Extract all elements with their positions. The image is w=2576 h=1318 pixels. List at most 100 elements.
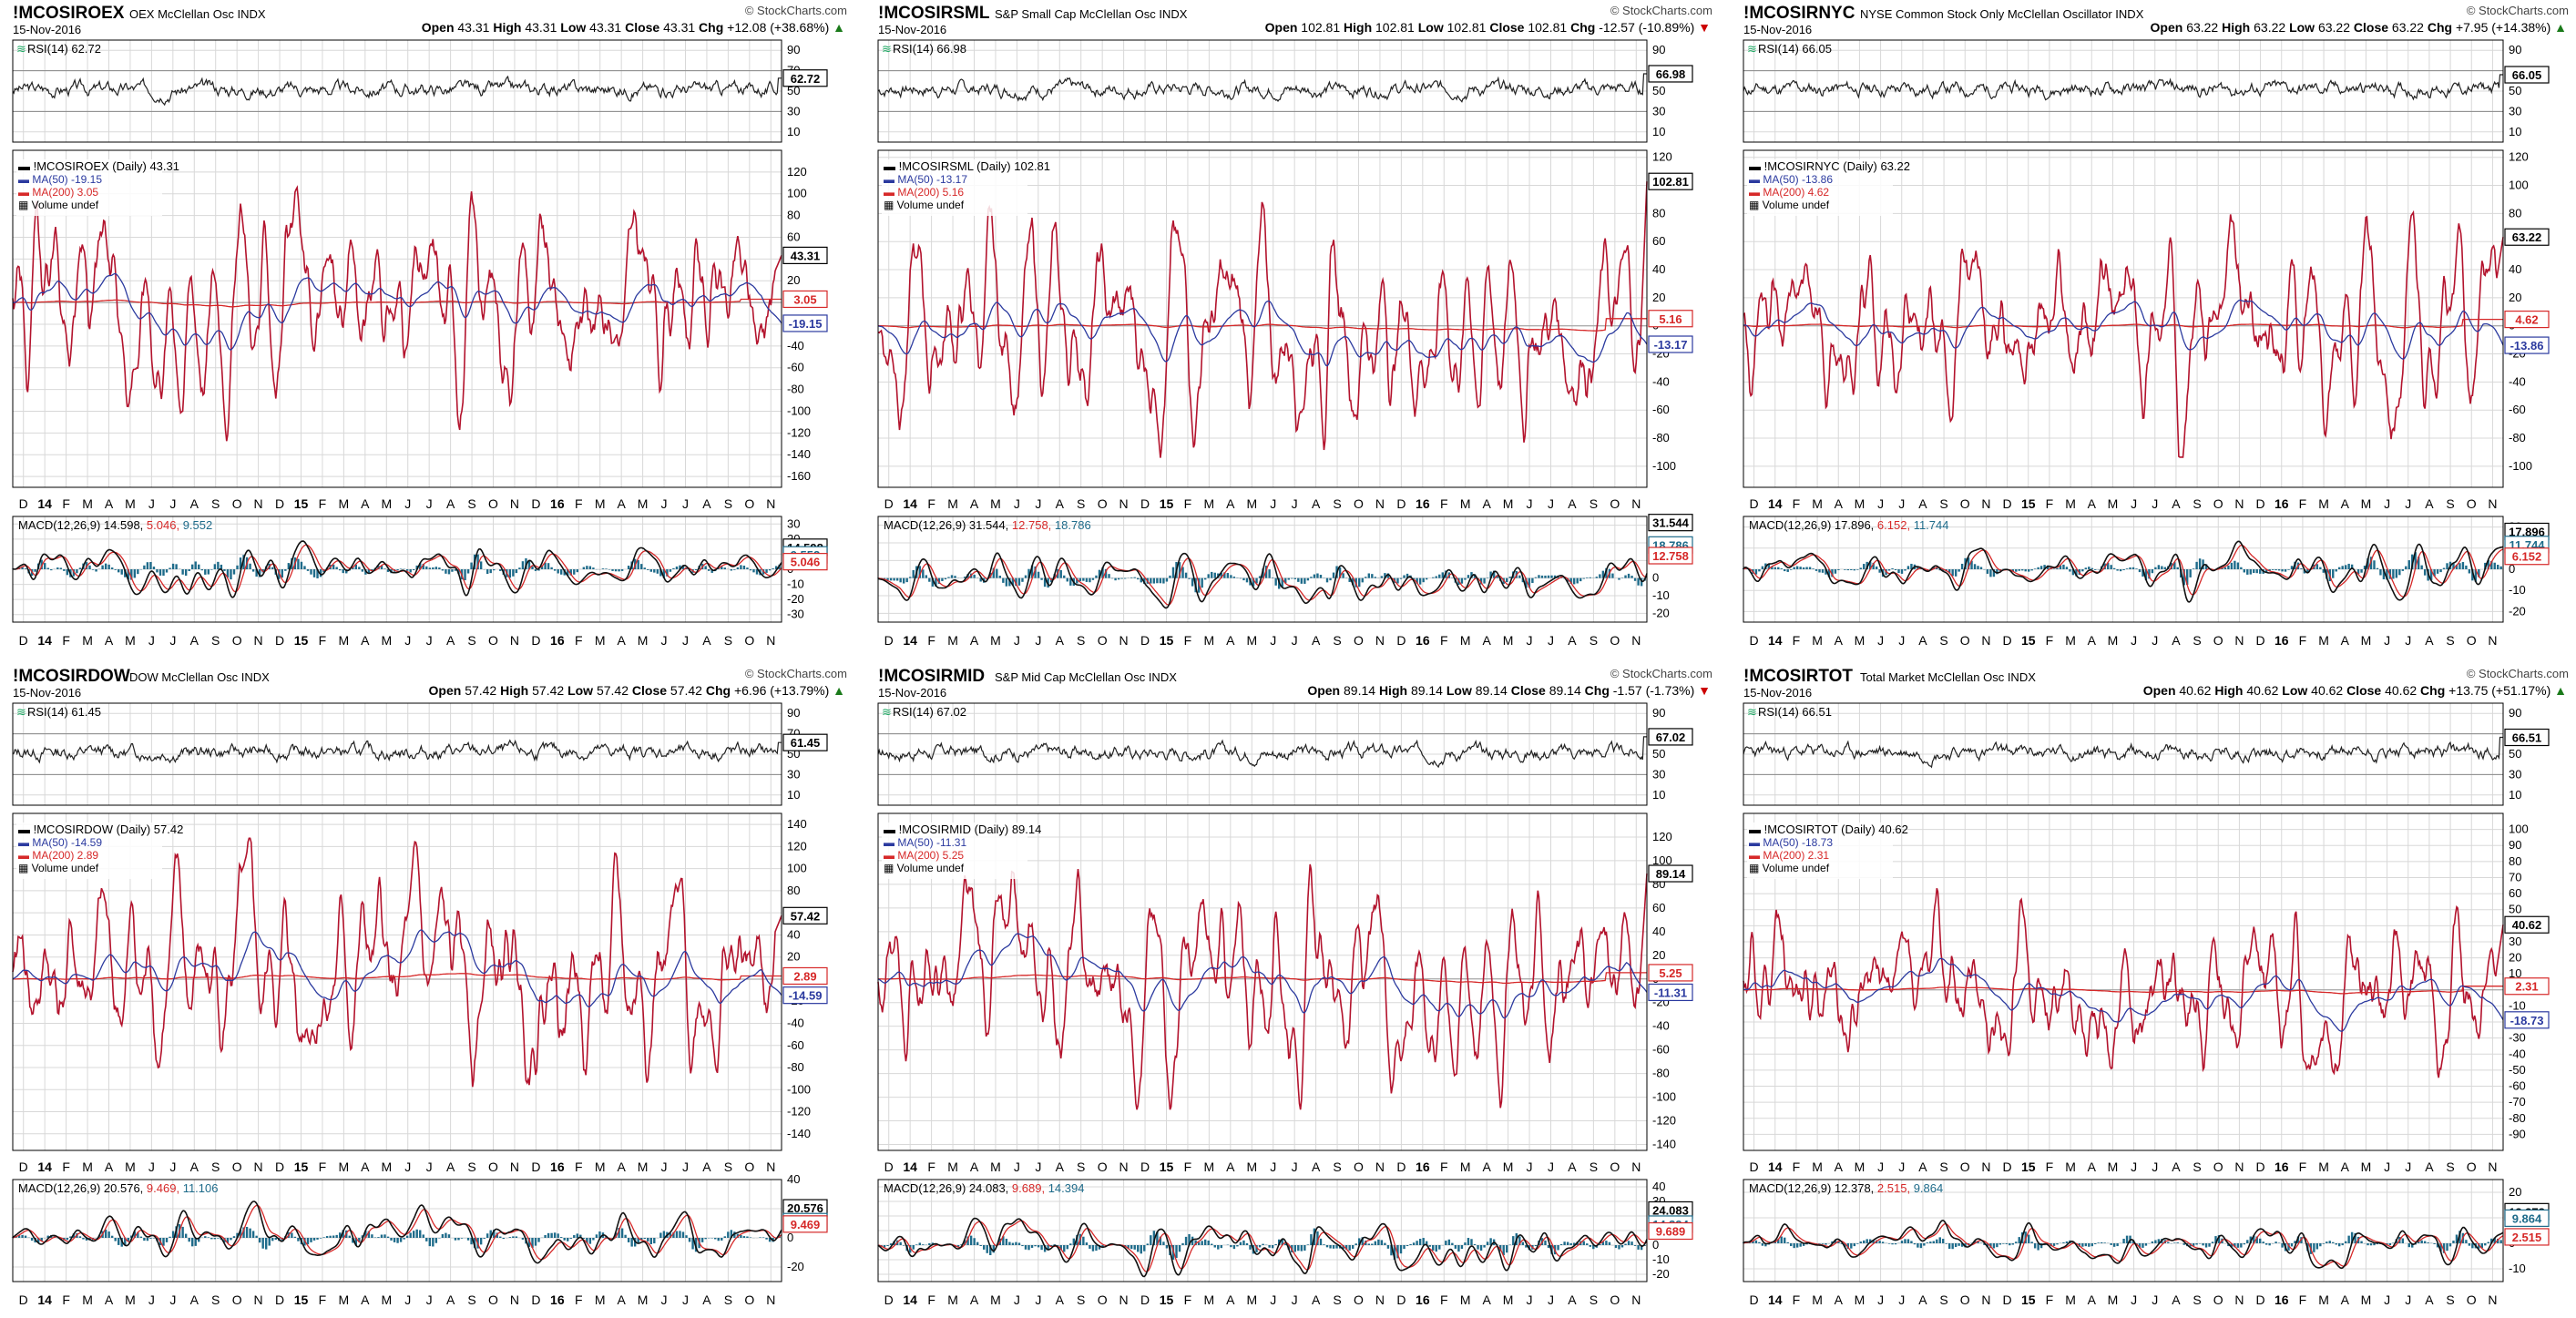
- x-axis-month-label: M: [638, 1292, 649, 1307]
- x-axis-month-label: O: [488, 496, 498, 511]
- x-axis-month-label: J: [1292, 633, 1298, 648]
- ma200-last-tag-box: [782, 966, 828, 986]
- rsi-tick-label: 10: [1652, 788, 1665, 802]
- rsi-tick-label: 30: [787, 767, 800, 781]
- price-tick-label: 20: [787, 950, 800, 964]
- x-axis-month-label: A: [1056, 1160, 1065, 1174]
- x-axis-month-label: S: [2446, 1160, 2454, 1174]
- ma200-line: [12, 973, 782, 981]
- price-tick-label: 10: [2509, 966, 2521, 980]
- x-axis-month-label: S: [724, 633, 732, 648]
- x-axis-month-label: S: [1077, 1160, 1085, 1174]
- x-axis-month-label: M: [1460, 1292, 1471, 1307]
- watermark: © StockCharts.com: [1610, 667, 1712, 680]
- x-axis-month-label: F: [575, 1160, 583, 1174]
- x-axis-month-label: J: [169, 633, 176, 648]
- x-axis-month-label: J: [1527, 1160, 1533, 1174]
- x-axis-month-label: 14: [1768, 1292, 1783, 1307]
- ma200-last-tag: 5.25: [1659, 966, 1682, 980]
- x-axis-month-label: M: [339, 633, 350, 648]
- x-axis-month-label: N: [1981, 496, 1990, 511]
- chart-svg: !MCOSIRSML S&P Small Cap McClellan Osc IN…: [876, 4, 1712, 648]
- chart-date: 15-Nov-2016: [1743, 686, 1812, 700]
- ma50-last-tag-box: [782, 314, 828, 332]
- rsi-last-tag: 62.72: [791, 72, 821, 86]
- chart-symbol: !MCOSIRMID: [878, 667, 985, 686]
- price-tick-label: -60: [2509, 403, 2526, 416]
- macd-line: [877, 552, 1648, 609]
- x-axis-month-label: 16: [550, 1292, 565, 1307]
- x-axis-month-label: S: [1939, 633, 1947, 648]
- chart-panel-mcosirmid: !MCOSIRMID S&P Mid Cap McClellan Osc INDX…: [865, 663, 1720, 1313]
- chart-date: 15-Nov-2016: [13, 23, 81, 36]
- ma200-last-tag: 2.31: [2515, 980, 2538, 994]
- x-axis-month-label: M: [381, 1160, 392, 1174]
- x-axis-month-label: 14: [37, 633, 52, 648]
- x-axis-month-label: N: [1631, 633, 1641, 648]
- x-axis-month-label: J: [682, 1160, 689, 1174]
- macd-tick-label: -20: [787, 592, 804, 606]
- x-axis-month-label: 14: [903, 1160, 917, 1174]
- x-axis-month-label: N: [2488, 496, 2497, 511]
- rsi-line: [12, 739, 782, 764]
- rsi-frame: [12, 702, 782, 806]
- ma50-last-tag-box: [1648, 335, 1693, 353]
- x-axis-month-label: J: [1548, 1160, 1554, 1174]
- x-axis-month-label: A: [105, 496, 114, 511]
- x-axis-month-label: D: [19, 496, 28, 511]
- rsi-last-tag-box: [1648, 728, 1693, 746]
- x-axis-month-label: S: [467, 1160, 475, 1174]
- x-axis-month-label: F: [927, 1160, 935, 1174]
- x-axis-month-label: A: [970, 1160, 979, 1174]
- x-axis-month-label: J: [661, 1160, 668, 1174]
- price-tick-label: -60: [1652, 1043, 1670, 1057]
- x-axis-month-label: J: [2384, 1160, 2390, 1174]
- x-axis-month-label: F: [575, 633, 583, 648]
- price-tick-label: 120: [2509, 150, 2529, 164]
- x-axis-month-label: J: [426, 633, 433, 648]
- x-axis-month-label: F: [2046, 633, 2054, 648]
- price-legend-label: ▬ !MCOSIRSML (Daily) 102.81: [884, 159, 1050, 173]
- x-axis-month-label: J: [148, 1292, 155, 1307]
- watermark: © StockCharts.com: [745, 4, 847, 17]
- x-axis-month-label: A: [617, 496, 626, 511]
- x-axis-month-label: D: [1750, 633, 1759, 648]
- price-legend-bg: [16, 159, 162, 216]
- chart-symbol: !MCOSIRTOT: [1743, 667, 1853, 686]
- x-axis-month-label: A: [2088, 496, 2097, 511]
- x-axis-month-label: A: [2425, 1160, 2434, 1174]
- price-tick-label: 50: [2509, 903, 2521, 916]
- rsi-frame: [1743, 702, 2504, 806]
- x-axis-month-label: M: [1460, 633, 1471, 648]
- x-axis-month-label: A: [1482, 496, 1491, 511]
- x-axis-month-label: A: [105, 633, 114, 648]
- x-axis-month-label: S: [1590, 633, 1598, 648]
- ma50-last-tag-box: [782, 986, 828, 1005]
- price-tick-label: -40: [1652, 1019, 1670, 1033]
- rsi-tick-label: 90: [1652, 43, 1665, 56]
- x-axis-month-label: S: [1590, 496, 1598, 511]
- up-arrow-icon: ▲: [2554, 20, 2567, 35]
- macd-signal-tag: 6.152: [2512, 550, 2542, 564]
- x-axis-month-label: 14: [903, 633, 917, 648]
- x-axis-month-label: O: [488, 1292, 498, 1307]
- x-axis-month-label: D: [275, 633, 284, 648]
- x-axis-month-label: D: [2256, 496, 2265, 511]
- x-axis-month-label: N: [2488, 633, 2497, 648]
- x-axis-month-label: 14: [1768, 633, 1783, 648]
- macd-frame: [877, 516, 1648, 623]
- price-last-tag: 63.22: [2512, 230, 2542, 244]
- ma50-legend-label: ▬ MA(50) -14.59: [18, 836, 102, 849]
- x-axis-month-label: O: [744, 633, 754, 648]
- x-axis-month-label: 15: [2021, 633, 2036, 648]
- chart-date: 15-Nov-2016: [878, 686, 946, 700]
- x-axis-month-label: N: [1375, 496, 1385, 511]
- x-axis-month-label: J: [1035, 633, 1041, 648]
- ma200-line: [878, 318, 1647, 332]
- x-axis-month-label: O: [2213, 633, 2223, 648]
- x-axis-month-label: J: [404, 1292, 411, 1307]
- x-axis-month-label: F: [1184, 633, 1192, 648]
- x-axis-month-label: O: [1960, 633, 1970, 648]
- price-last-tag: 89.14: [1656, 867, 1686, 881]
